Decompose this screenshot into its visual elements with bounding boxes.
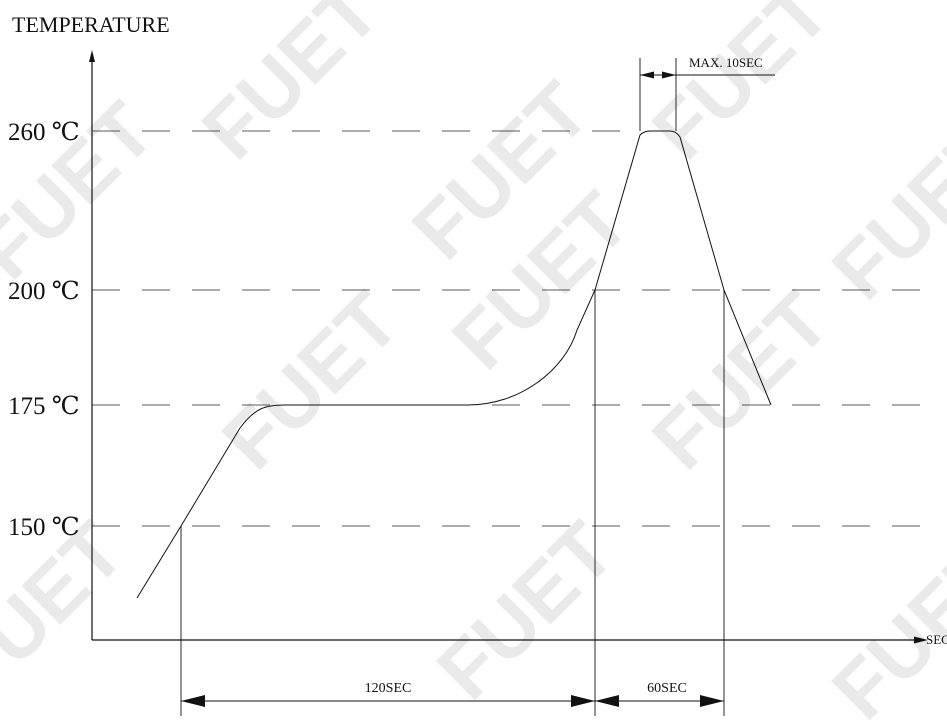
y-tick-label: 260 ℃ <box>8 119 80 146</box>
x-axis-label: SEC <box>926 632 947 647</box>
y-axis-label: TEMPERATURE <box>12 12 170 37</box>
watermark-text: FUET <box>420 505 631 716</box>
y-tick-label: 150 ℃ <box>8 514 80 541</box>
dimension-120sec: 120SEC <box>181 681 595 707</box>
watermark-text: FUET <box>815 525 947 720</box>
x-axis-arrow <box>914 636 928 644</box>
y-axis-arrow <box>89 50 95 62</box>
dimension-max-10sec: MAX. 10SEC <box>640 55 775 79</box>
y-tick-label: 175 ℃ <box>8 393 80 420</box>
annotation-label: MAX. 10SEC <box>689 55 763 70</box>
y-tick-label: 200 ℃ <box>8 278 80 305</box>
watermark-text: FUET <box>0 85 171 296</box>
watermark-text: FUET <box>205 275 416 486</box>
dimension-60sec: 60SEC <box>595 681 724 707</box>
temperature-profile-line <box>136 130 772 599</box>
watermark-text: FUET <box>635 0 846 176</box>
annotation-label: 120SEC <box>365 681 412 696</box>
watermark-text: FUET <box>185 0 396 176</box>
watermark-text: FUET <box>815 105 947 316</box>
watermark-text: FUET <box>635 275 846 486</box>
annotation-label: 60SEC <box>647 681 687 696</box>
